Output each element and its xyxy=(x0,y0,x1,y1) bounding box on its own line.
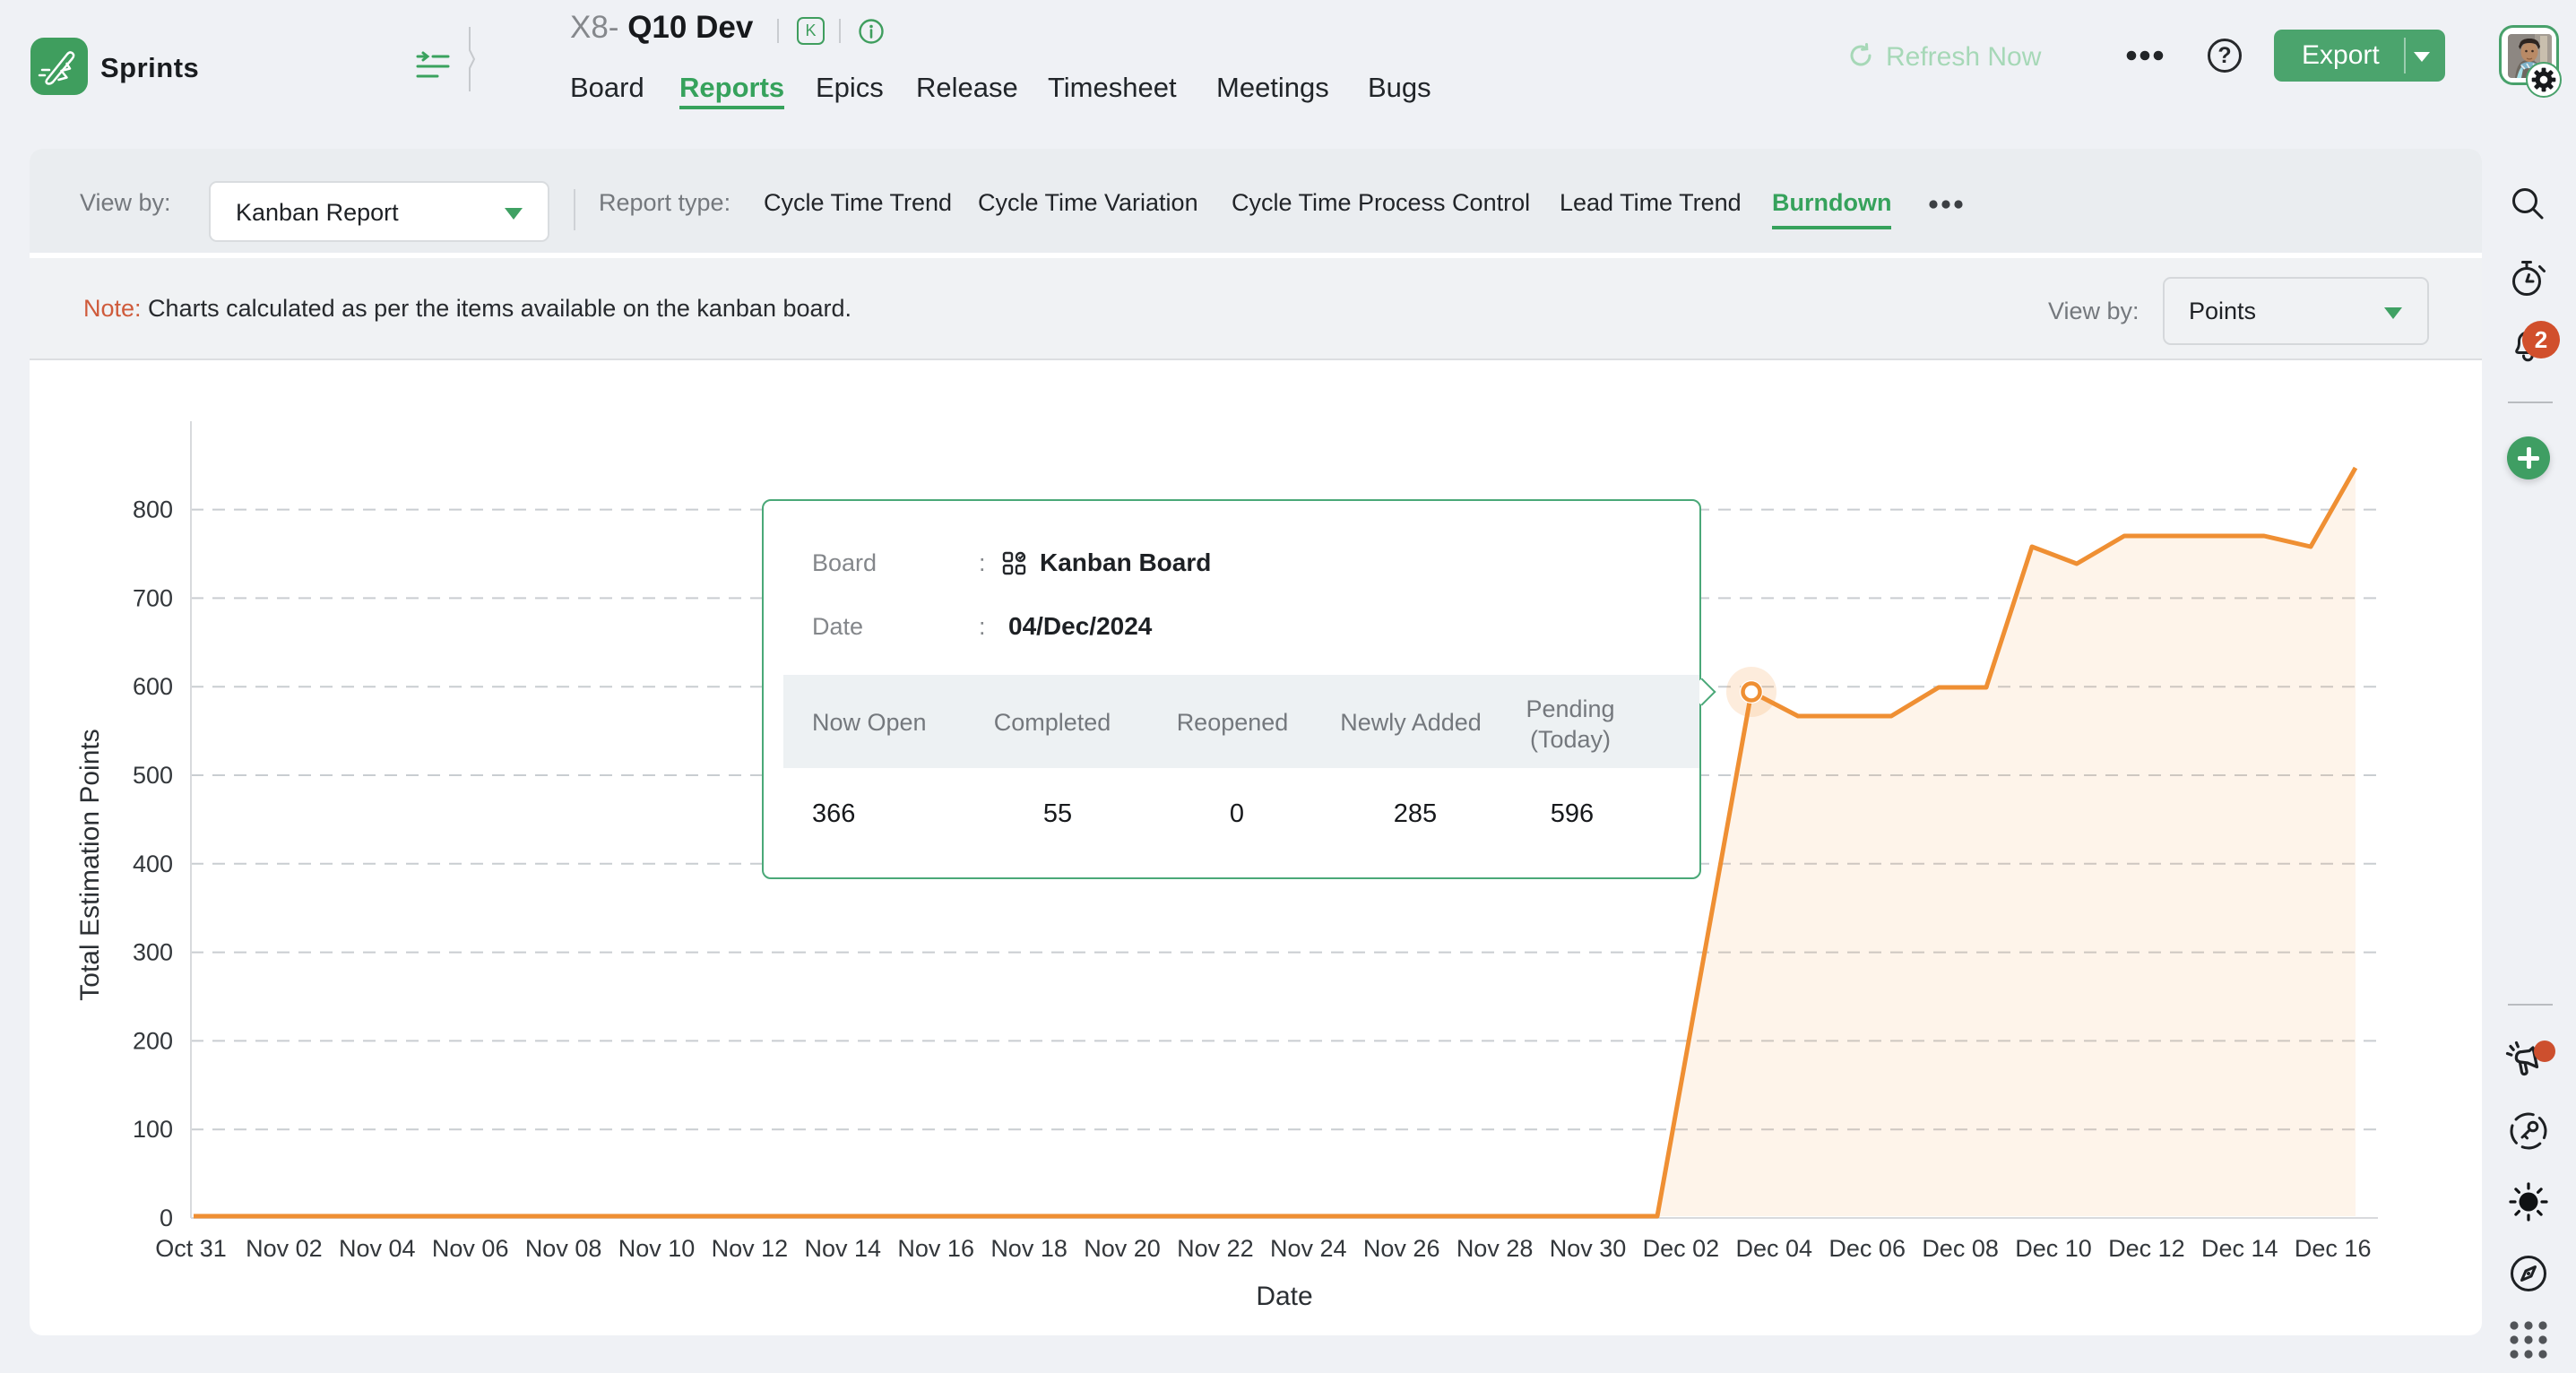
svg-text:Date: Date xyxy=(1256,1282,1312,1311)
svg-text:Nov 30: Nov 30 xyxy=(1550,1235,1627,1262)
svg-text:Nov 08: Nov 08 xyxy=(525,1235,602,1262)
svg-text:Dec 08: Dec 08 xyxy=(1922,1235,1999,1262)
svg-text:Nov 28: Nov 28 xyxy=(1457,1235,1534,1262)
svg-text:Nov 12: Nov 12 xyxy=(712,1235,789,1262)
svg-text:Dec 06: Dec 06 xyxy=(1828,1235,1906,1262)
svg-text:Dec 16: Dec 16 xyxy=(2295,1235,2372,1262)
svg-text:Oct 31: Oct 31 xyxy=(155,1235,227,1262)
svg-text:Nov 22: Nov 22 xyxy=(1177,1235,1254,1262)
svg-text:Dec 10: Dec 10 xyxy=(2015,1235,2092,1262)
svg-text:Nov 20: Nov 20 xyxy=(1084,1235,1161,1262)
svg-text:Nov 14: Nov 14 xyxy=(805,1235,882,1262)
svg-text:0: 0 xyxy=(160,1205,173,1231)
svg-text:Nov 02: Nov 02 xyxy=(246,1235,323,1262)
svg-text:Nov 16: Nov 16 xyxy=(897,1235,974,1262)
svg-text:Dec 04: Dec 04 xyxy=(1736,1235,1813,1262)
svg-text:Nov 24: Nov 24 xyxy=(1270,1235,1347,1262)
svg-text:100: 100 xyxy=(133,1116,173,1143)
svg-text:Dec 02: Dec 02 xyxy=(1643,1235,1720,1262)
svg-text:Nov 06: Nov 06 xyxy=(432,1235,509,1262)
svg-text:600: 600 xyxy=(133,673,173,700)
svg-text:Nov 04: Nov 04 xyxy=(339,1235,416,1262)
svg-text:200: 200 xyxy=(133,1027,173,1054)
svg-text:Nov 10: Nov 10 xyxy=(618,1235,696,1262)
svg-text:Total Estimation Points: Total Estimation Points xyxy=(75,729,105,1000)
svg-text:700: 700 xyxy=(133,584,173,611)
svg-text:Nov 26: Nov 26 xyxy=(1363,1235,1440,1262)
svg-text:300: 300 xyxy=(133,939,173,966)
svg-text:400: 400 xyxy=(133,851,173,877)
svg-text:Dec 14: Dec 14 xyxy=(2201,1235,2278,1262)
svg-text:Dec 12: Dec 12 xyxy=(2108,1235,2185,1262)
svg-text:500: 500 xyxy=(133,762,173,789)
svg-text:Nov 18: Nov 18 xyxy=(990,1235,1068,1262)
svg-text:800: 800 xyxy=(133,497,173,523)
